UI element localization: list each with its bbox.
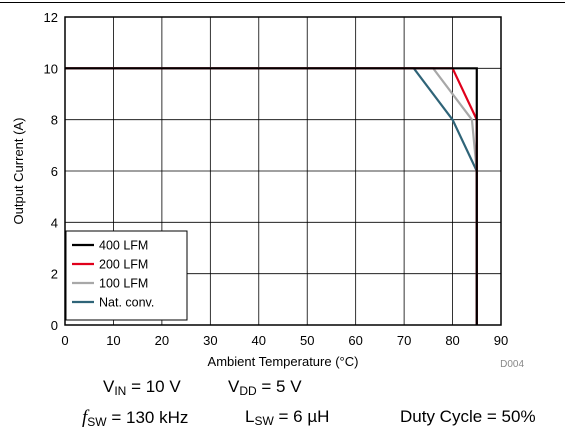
fsw-subscript: SW — [87, 415, 107, 429]
duty-cycle-condition: Duty Cycle = 50% — [400, 407, 536, 426]
y-tick-label: 12 — [44, 10, 58, 25]
x-tick-label: 30 — [203, 333, 217, 348]
y-tick-label: 10 — [44, 61, 58, 76]
x-axis-title: Ambient Temperature (°C) — [208, 354, 359, 369]
fsw-condition: fSW = 130 kHz — [82, 407, 188, 429]
vdd-value: = 5 V — [256, 377, 302, 396]
vin-subscript: IN — [114, 384, 127, 398]
vdd-subscript: DD — [239, 384, 257, 398]
vin-condition: VIN = 10 V — [103, 377, 181, 398]
x-tick-label: 0 — [61, 333, 68, 348]
legend-label: 200 LFM — [99, 258, 148, 272]
x-tick-label: 70 — [397, 333, 411, 348]
tick-labels: 0 10 20 30 40 50 60 70 80 90 0 2 4 6 8 10 12 — [44, 10, 509, 348]
y-tick-label: 6 — [51, 164, 58, 179]
y-axis-title: Output Current (A) — [11, 118, 26, 225]
vin-symbol: V — [103, 377, 115, 396]
derating-chart: 0 10 20 30 40 50 60 70 80 90 0 2 4 6 8 10 12 Ambient Tem… — [11, 10, 524, 370]
series-lines — [65, 67, 478, 325]
y-tick-label: 8 — [51, 113, 58, 128]
legend: 400 LFM 200 LFM 100 LFM Nat. conv. — [65, 230, 188, 321]
top-rule — [0, 2, 565, 3]
y-tick-label: 0 — [51, 318, 58, 333]
legend-label: Nat. conv. — [99, 296, 154, 310]
x-tick-label: 40 — [252, 333, 266, 348]
vin-value: = 10 V — [126, 377, 181, 396]
x-tick-label: 10 — [106, 333, 120, 348]
fsw-symbol: f — [82, 407, 88, 428]
lsw-value: = 6 µH — [273, 407, 330, 426]
x-tick-label: 80 — [445, 333, 459, 348]
x-tick-label: 20 — [155, 333, 169, 348]
x-tick-label: 50 — [300, 333, 314, 348]
y-tick-label: 4 — [51, 215, 58, 230]
y-tick-label: 2 — [51, 267, 58, 282]
legend-label: 100 LFM — [99, 277, 148, 291]
vdd-symbol: V — [228, 377, 240, 396]
figure-code: D004 — [500, 359, 524, 370]
series-line-0 — [65, 67, 478, 325]
x-tick-label: 90 — [494, 333, 508, 348]
fsw-value: = 130 kHz — [106, 408, 189, 427]
lsw-symbol: L — [245, 407, 255, 426]
x-tick-label: 60 — [348, 333, 362, 348]
lsw-subscript: SW — [254, 414, 274, 428]
vdd-condition: VDD = 5 V — [228, 377, 302, 398]
legend-label: 400 LFM — [99, 239, 148, 253]
lsw-condition: LSW = 6 µH — [245, 407, 329, 428]
plot-frame — [64, 16, 502, 326]
